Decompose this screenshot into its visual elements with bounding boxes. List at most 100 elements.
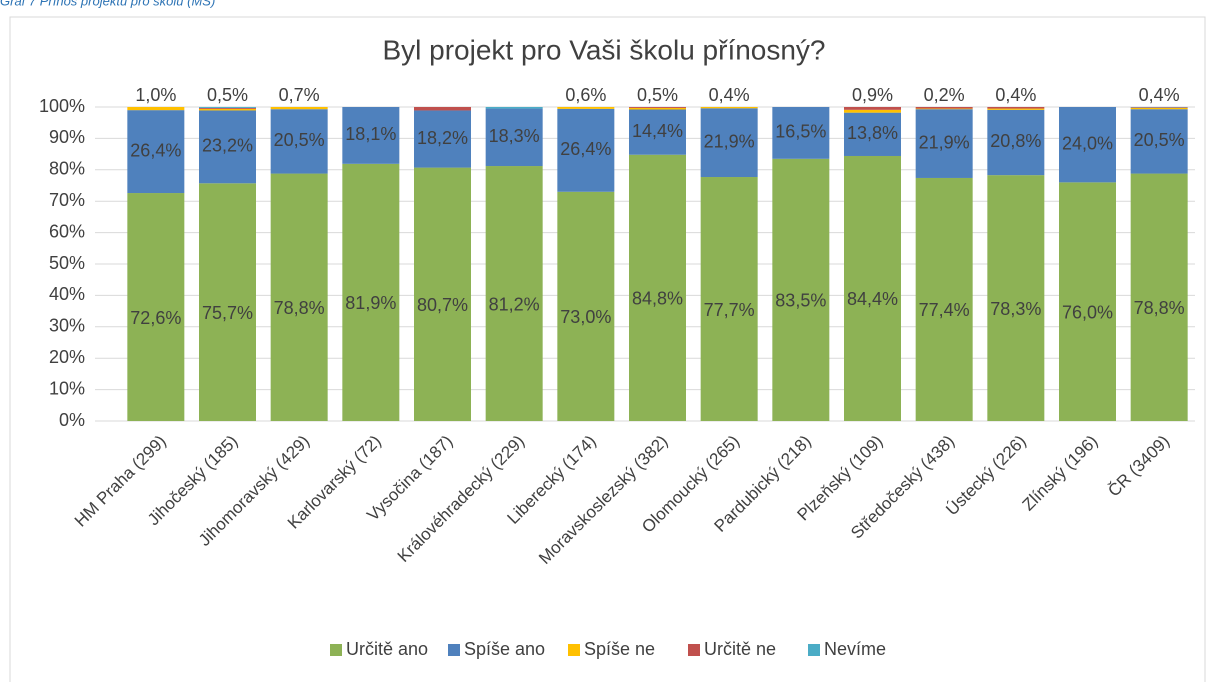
legend-swatch: [808, 644, 820, 656]
bar-segment: [1059, 107, 1116, 183]
chart-border: [9, 16, 1206, 682]
data-label: 20,8%: [990, 131, 1041, 151]
bar-segment: [987, 107, 1045, 109]
bar-segment: [1130, 107, 1188, 108]
bar-segment: [557, 108, 615, 192]
bar-segment: [270, 109, 328, 174]
bar-segment: [844, 112, 901, 156]
legend-label: Spíše ne: [584, 639, 655, 659]
data-label: 78,8%: [1134, 298, 1185, 318]
y-tick-label: 10%: [49, 378, 85, 398]
bar-segment: [414, 110, 471, 168]
y-tick-label: 0%: [59, 410, 85, 430]
bar-segment: [199, 108, 256, 111]
data-label: 75,7%: [202, 303, 253, 323]
bar-segment: [629, 154, 686, 421]
data-label: 13,8%: [847, 123, 898, 143]
y-tick-label: 30%: [49, 316, 85, 336]
legend-label: Určitě ne: [704, 639, 776, 659]
legend-swatch: [688, 644, 700, 656]
data-label: 1,0%: [135, 85, 176, 105]
bar-segment: [342, 163, 400, 422]
bar-segment: [915, 108, 973, 110]
bar-segment: [700, 107, 758, 109]
bar-segment: [915, 109, 973, 178]
y-tick-label: 50%: [49, 253, 85, 273]
caption: Graf 7 Přínos projektu pro školu (MŠ): [0, 0, 215, 8]
data-label: 23,2%: [202, 136, 253, 156]
data-label: 78,3%: [990, 299, 1041, 319]
data-label: 18,3%: [489, 126, 540, 146]
bar-segment: [1059, 182, 1116, 421]
bar-segment: [342, 107, 400, 164]
bar-segment: [485, 107, 543, 109]
legend-label: Nevíme: [824, 639, 886, 659]
data-label: 20,5%: [274, 130, 325, 150]
y-tick-label: 100%: [39, 96, 85, 116]
bar-segment: [772, 107, 830, 159]
data-label: 0,6%: [565, 85, 606, 105]
bar-segment: [629, 109, 686, 155]
bar-segment: [987, 108, 1045, 110]
bar-segment: [557, 191, 615, 421]
legend-swatch: [330, 644, 342, 656]
bar-segment: [199, 107, 256, 109]
data-label: 20,5%: [1134, 130, 1185, 150]
chart-title: Byl projekt pro Vaši školu přínosný?: [382, 34, 825, 65]
data-label: 16,5%: [775, 122, 826, 142]
legend-swatch: [568, 644, 580, 656]
bar-segment: [127, 193, 185, 421]
bar-segment: [844, 155, 901, 421]
x-tick-label: Královéhradecký (229): [394, 432, 528, 566]
data-label: 76,0%: [1062, 302, 1113, 322]
bar-segment: [127, 110, 185, 194]
bar-segment: [915, 107, 973, 109]
y-tick-label: 90%: [49, 127, 85, 147]
bar-segment: [772, 158, 830, 421]
data-label: 0,4%: [709, 85, 750, 105]
data-label: 77,4%: [919, 300, 970, 320]
bar-segment: [844, 107, 901, 110]
y-tick-label: 70%: [49, 190, 85, 210]
bar-segment: [414, 107, 471, 111]
bar-segment: [915, 177, 973, 421]
data-label: 84,4%: [847, 289, 898, 309]
data-label: 80,7%: [417, 295, 468, 315]
bar-segment: [987, 175, 1045, 421]
x-tick-label: Zlínský (196): [1019, 432, 1102, 515]
bar-segment: [700, 177, 758, 421]
data-label: 78,8%: [274, 298, 325, 318]
bar-segment: [127, 107, 185, 111]
data-label: 26,4%: [130, 140, 181, 160]
data-label: 26,4%: [560, 139, 611, 159]
bar-segment: [700, 108, 758, 178]
bar-segment: [629, 107, 686, 110]
legend-swatch: [448, 644, 460, 656]
data-label: 0,7%: [279, 85, 320, 105]
bar-segment: [414, 167, 471, 421]
data-label: 72,6%: [130, 308, 181, 328]
data-label: 0,2%: [924, 85, 965, 105]
x-tick-label: Moravskoslezský (382): [535, 432, 671, 568]
data-label: 0,9%: [852, 85, 893, 105]
data-label: 77,7%: [704, 300, 755, 320]
bar-segment: [557, 107, 615, 109]
x-tick-label: ČR (3409): [1104, 432, 1173, 501]
legend-label: Určitě ano: [346, 639, 428, 659]
data-label: 18,2%: [417, 128, 468, 148]
data-label: 21,9%: [919, 132, 970, 152]
bar-segment: [199, 110, 256, 184]
data-label: 83,5%: [775, 291, 826, 311]
data-label: 0,4%: [995, 85, 1036, 105]
data-label: 84,8%: [632, 289, 683, 309]
bar-segment: [270, 173, 328, 421]
data-label: 81,2%: [489, 294, 540, 314]
data-label: 14,4%: [632, 121, 683, 141]
data-label: 0,4%: [1139, 85, 1180, 105]
bar-segment: [485, 166, 543, 421]
data-label: 81,9%: [345, 293, 396, 313]
bar-segment: [485, 108, 543, 167]
bar-segment: [1130, 109, 1188, 174]
